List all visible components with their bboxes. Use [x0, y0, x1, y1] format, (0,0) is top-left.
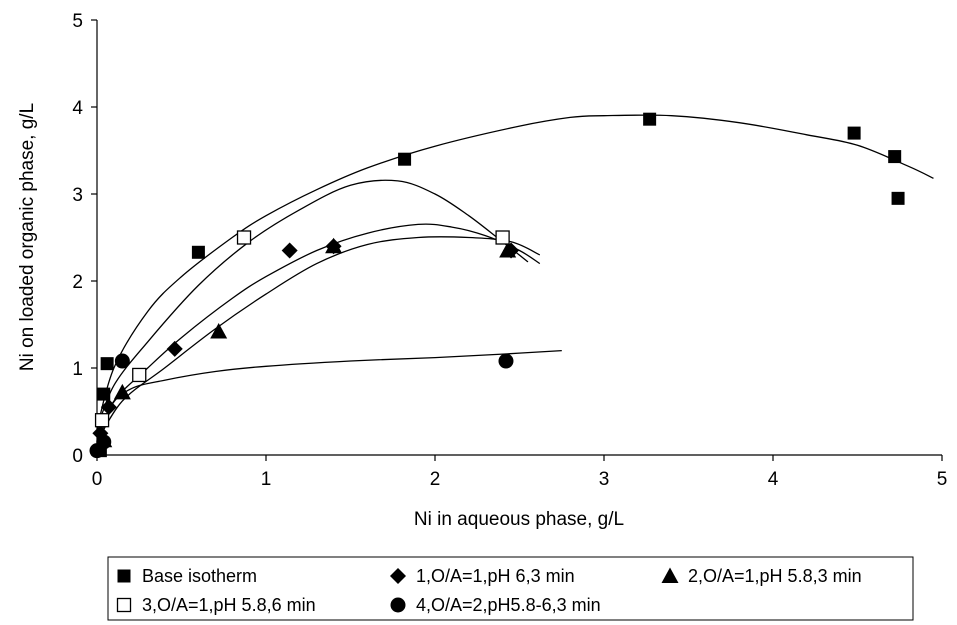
plot-area: 0 1 2 3 4 5 0 1 2 3 4 5 [72, 11, 947, 490]
fit-lines [96, 114, 934, 451]
data-point-series-1 [398, 152, 412, 166]
data-point-series-2 [281, 242, 298, 259]
y-tick-label: 2 [72, 272, 83, 293]
y-axis-title: Ni on loaded organic phase, g/L [17, 103, 38, 371]
y-tick-label: 4 [72, 98, 83, 119]
x-tick-label: 2 [430, 469, 441, 490]
data-point-series-1 [100, 357, 114, 371]
fit-line-series-2 [96, 223, 541, 438]
y-tick-label: 1 [72, 359, 83, 380]
data-point-series-5 [114, 353, 130, 369]
legend-marker-series-5 [390, 597, 406, 613]
data-point-series-1 [847, 126, 861, 140]
x-tick-label: 1 [261, 469, 272, 490]
y-tick-label: 0 [72, 446, 83, 467]
fit-line-series-3 [96, 236, 541, 443]
data-point-series-5 [498, 353, 514, 369]
legend-label-series-1: Base isotherm [142, 566, 257, 586]
data-point-series-2 [100, 399, 117, 416]
legend-marker-series-2 [390, 568, 406, 584]
legend: Base isotherm 1,O/A=1,pH 6,3 min 2,O/A=1,p… [107, 556, 914, 621]
fit-line-series-4 [96, 179, 529, 430]
markers [89, 112, 905, 459]
legend-label-series-3: 2,O/A=1,pH 5.8,3 min [688, 566, 862, 586]
y-ticks: 0 1 2 3 4 5 [72, 11, 97, 467]
data-point-series-3 [325, 237, 343, 254]
legend-box [107, 556, 914, 621]
data-point-series-4 [132, 367, 147, 383]
data-point-series-1 [191, 245, 205, 259]
legend-label-series-2: 1,O/A=1,pH 6,3 min [416, 566, 575, 586]
data-point-series-5 [96, 434, 112, 450]
x-tick-label: 5 [937, 469, 948, 490]
data-point-series-4 [94, 413, 110, 428]
y-tick-label: 3 [72, 185, 83, 206]
legend-items: Base isotherm 1,O/A=1,pH 6,3 min 2,O/A=1,p… [116, 566, 862, 615]
data-point-series-3 [499, 242, 517, 258]
data-point-series-1 [643, 112, 657, 126]
fit-line-series-1 [96, 114, 934, 430]
data-point-series-1 [97, 387, 111, 401]
legend-label-series-4: 3,O/A=1,pH 5.8,6 min [142, 595, 316, 615]
data-point-series-3 [113, 383, 131, 400]
x-tick-label: 0 [92, 469, 103, 490]
legend-marker-series-1 [117, 569, 131, 583]
data-point-series-1 [891, 191, 905, 205]
data-point-series-3 [210, 322, 228, 339]
y-tick-label: 5 [72, 11, 83, 32]
x-tick-label: 3 [599, 469, 610, 490]
legend-marker-series-4 [116, 597, 132, 613]
data-point-series-4 [495, 230, 510, 245]
data-point-series-4 [236, 230, 252, 245]
data-point-series-2 [166, 340, 183, 357]
data-point-series-1 [888, 150, 902, 164]
x-tick-label: 4 [768, 469, 779, 490]
x-axis-title: Ni in aqueous phase, g/L [414, 509, 624, 530]
legend-marker-series-3 [661, 567, 679, 583]
legend-label-series-5: 4,O/A=2,pH5.8-6,3 min [416, 595, 601, 615]
x-ticks: 0 1 2 3 4 5 [92, 455, 948, 490]
